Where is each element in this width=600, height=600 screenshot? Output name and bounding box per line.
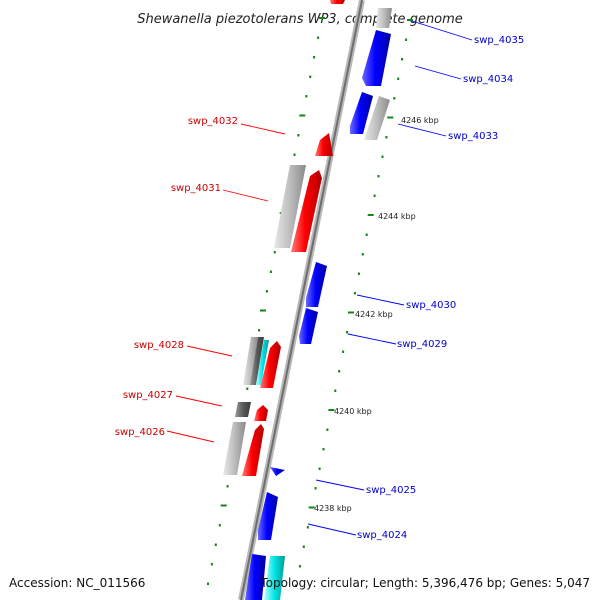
tick-mark bbox=[298, 565, 301, 568]
gene-arrow[interactable] bbox=[260, 341, 281, 388]
gene-arrow[interactable] bbox=[245, 554, 266, 600]
tick-mark bbox=[328, 409, 335, 411]
tick-mark bbox=[348, 311, 354, 314]
tick-mark bbox=[322, 448, 325, 451]
tick-mark bbox=[326, 428, 329, 431]
tick-mark bbox=[295, 584, 297, 587]
tick-mark bbox=[407, 19, 413, 21]
tick-label: 4238 kbp bbox=[314, 504, 352, 513]
tick-mark bbox=[367, 214, 374, 216]
tick-label: 4240 kbp bbox=[334, 407, 372, 416]
tick-mark bbox=[260, 309, 266, 312]
gene-arrow[interactable] bbox=[330, 0, 345, 4]
gene-label[interactable]: swp_4035 bbox=[474, 35, 524, 46]
tick-mark bbox=[258, 329, 261, 332]
gene-label[interactable]: swp_4031 bbox=[171, 183, 221, 194]
tick-mark bbox=[246, 387, 249, 390]
gene-label[interactable]: swp_4033 bbox=[448, 131, 498, 142]
tick-mark bbox=[405, 38, 408, 41]
gene-arrow[interactable] bbox=[291, 170, 322, 252]
tick-mark bbox=[401, 58, 404, 61]
tick-mark bbox=[226, 485, 229, 488]
tick-mark bbox=[273, 251, 276, 254]
gene-arrow[interactable] bbox=[250, 337, 264, 385]
tick-mark bbox=[373, 194, 376, 197]
accession-text: Accession: NC_011566 bbox=[9, 576, 145, 590]
gene-label[interactable]: swp_4026 bbox=[115, 427, 165, 438]
gene-label[interactable]: swp_4030 bbox=[406, 300, 456, 311]
tick-mark bbox=[381, 155, 384, 158]
tick-mark bbox=[361, 253, 364, 256]
gene-arrow[interactable] bbox=[362, 30, 391, 86]
tick-label: 4242 kbp bbox=[355, 310, 393, 319]
tick-mark bbox=[297, 134, 300, 137]
gene-arrow[interactable] bbox=[376, 8, 392, 28]
tick-mark bbox=[218, 524, 221, 527]
gene-arrow[interactable] bbox=[315, 133, 333, 156]
tick-mark bbox=[397, 77, 400, 80]
tick-mark bbox=[309, 75, 312, 78]
tick-mark bbox=[385, 136, 388, 139]
gene-arrow[interactable] bbox=[270, 467, 285, 476]
gene-label[interactable]: swp_4028 bbox=[134, 340, 184, 351]
tick-mark bbox=[214, 543, 217, 546]
gene-arrow[interactable] bbox=[243, 337, 258, 385]
gene-label[interactable]: swp_4024 bbox=[357, 530, 407, 541]
tick-mark bbox=[357, 272, 360, 275]
tick-mark bbox=[346, 331, 349, 334]
tick-mark bbox=[299, 114, 306, 117]
tick-mark bbox=[317, 36, 320, 39]
tick-mark bbox=[353, 292, 356, 295]
tick-mark bbox=[308, 506, 315, 509]
gene-arrow[interactable] bbox=[299, 308, 318, 344]
tick-mark bbox=[342, 350, 345, 353]
tick-mark bbox=[338, 370, 341, 373]
gene-arrow[interactable] bbox=[264, 556, 285, 600]
tick-mark bbox=[334, 389, 337, 392]
topology-text: Topology: circular; Length: 5,396,476 bp… bbox=[259, 576, 590, 590]
tick-mark bbox=[220, 504, 227, 507]
tick-mark bbox=[306, 526, 309, 529]
tick-label: 4246 kbp bbox=[401, 116, 439, 125]
gene-arrow[interactable] bbox=[258, 492, 278, 540]
tick-mark bbox=[302, 545, 305, 548]
tick-mark bbox=[313, 56, 316, 59]
gene-label[interactable]: swp_4034 bbox=[463, 74, 513, 85]
tick-mark bbox=[318, 467, 321, 470]
tick-mark bbox=[377, 175, 380, 178]
gene-arrow[interactable] bbox=[274, 165, 306, 248]
tick-mark bbox=[314, 487, 317, 490]
tick-mark bbox=[207, 582, 209, 585]
tick-mark bbox=[387, 116, 394, 119]
gene-label[interactable]: swp_4027 bbox=[123, 390, 173, 401]
gene-label[interactable]: swp_4032 bbox=[188, 116, 238, 127]
gene-arrow[interactable] bbox=[223, 422, 246, 475]
gene-arrow[interactable] bbox=[364, 96, 390, 140]
tick-label: 4244 kbp bbox=[378, 212, 416, 221]
gene-arrow[interactable] bbox=[306, 262, 327, 307]
tick-mark bbox=[269, 270, 272, 273]
gene-arrow[interactable] bbox=[235, 402, 251, 417]
tick-mark bbox=[293, 153, 296, 156]
gene-arrow[interactable] bbox=[254, 405, 268, 421]
tick-mark bbox=[305, 95, 308, 98]
tick-mark bbox=[210, 563, 213, 566]
tick-mark bbox=[365, 233, 368, 236]
map-title: Shewanella piezotolerans WP3, complete g… bbox=[137, 12, 463, 27]
gene-label[interactable]: swp_4025 bbox=[366, 485, 416, 496]
tick-mark bbox=[319, 17, 325, 19]
tick-mark bbox=[265, 290, 268, 293]
gene-arrow[interactable] bbox=[256, 340, 269, 385]
gene-arrow[interactable] bbox=[242, 424, 264, 476]
tick-mark bbox=[393, 97, 396, 100]
gene-arrow[interactable] bbox=[350, 92, 373, 134]
gene-label[interactable]: swp_4029 bbox=[397, 339, 447, 350]
